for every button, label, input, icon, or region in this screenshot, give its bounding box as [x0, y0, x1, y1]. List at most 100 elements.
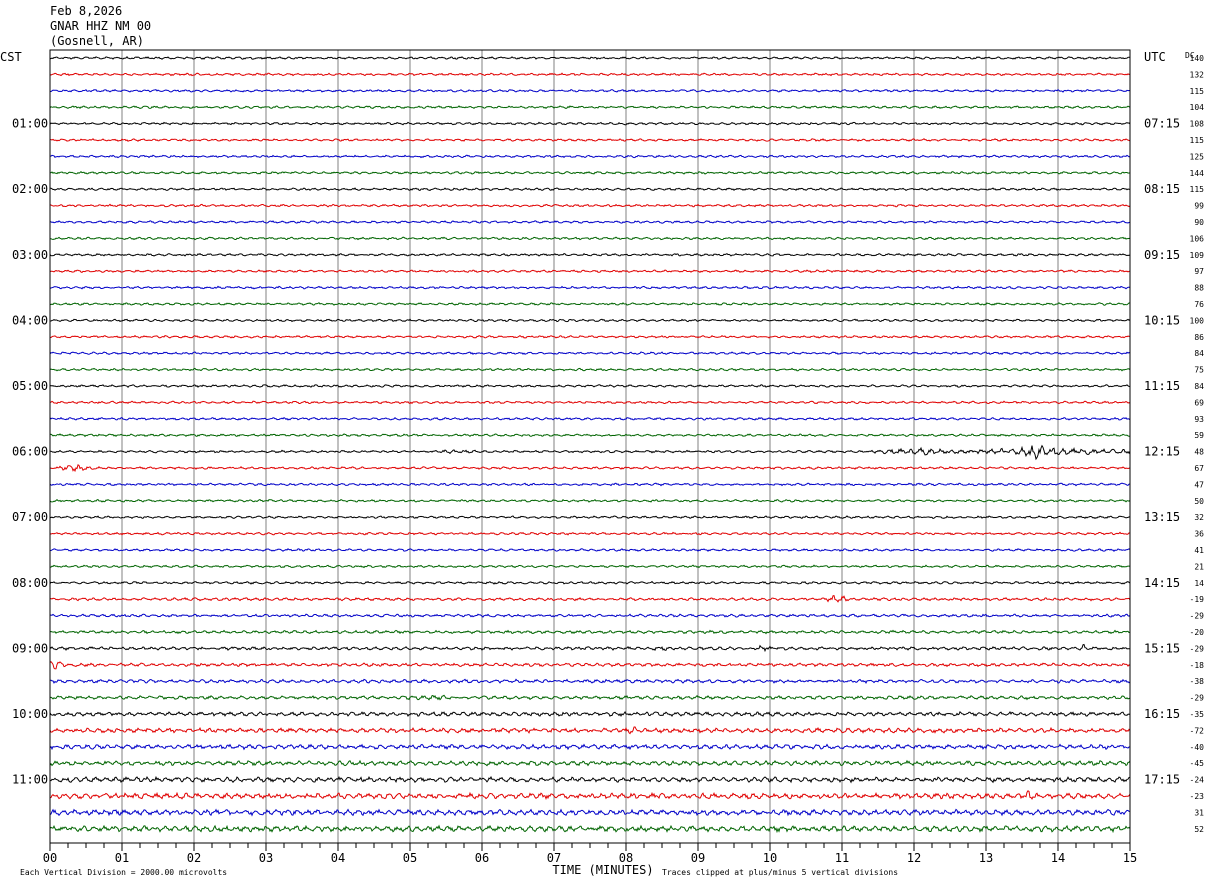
x-tick-label: 06 [475, 851, 489, 865]
dc-offset-label: 90 [1194, 218, 1204, 227]
dc-offset-label: -38 [1190, 677, 1205, 686]
seismic-trace-row [50, 138, 1131, 142]
seismic-trace-row [49, 660, 1131, 670]
seismic-trace-row [49, 89, 1131, 93]
dc-offset-label: 97 [1194, 267, 1204, 276]
dc-offset-label: 67 [1194, 464, 1204, 473]
dc-offset-label: 36 [1194, 530, 1204, 539]
seismic-trace-row [49, 384, 1131, 388]
seismic-trace-row [49, 56, 1131, 60]
seismic-trace-row [49, 367, 1131, 372]
dc-offset-label: -19 [1190, 595, 1205, 604]
dc-offset-label: 93 [1194, 415, 1204, 424]
seismic-trace-row [49, 318, 1131, 323]
seismic-trace-row [49, 548, 1131, 552]
seismic-trace-row [49, 629, 1131, 635]
x-tick-label: 02 [187, 851, 201, 865]
x-tick-label: 00 [43, 851, 57, 865]
seismic-trace-row [49, 121, 1131, 126]
dc-offset-label: 52 [1194, 825, 1204, 834]
seismic-trace-row [49, 775, 1131, 784]
x-tick-label: 03 [259, 851, 273, 865]
utc-hour-label: 08:15 [1144, 182, 1180, 196]
seismic-trace-row [49, 302, 1131, 306]
dc-header: DC [1185, 51, 1195, 60]
seismic-trace-row [49, 678, 1131, 684]
station-location: (Gosnell, AR) [50, 34, 144, 48]
seismic-trace-row [49, 236, 1131, 241]
seismic-trace-row [49, 498, 1131, 503]
seismic-trace-row [49, 743, 1131, 751]
dc-offset-label: 106 [1190, 234, 1205, 243]
dc-offset-label: 88 [1194, 284, 1204, 293]
seismic-trace-row [49, 400, 1131, 405]
seismic-trace-row [49, 759, 1131, 767]
seismic-trace-row [50, 464, 1131, 473]
right-timezone-label: UTC [1144, 50, 1166, 64]
dc-offset-label: 125 [1190, 152, 1205, 161]
seismic-trace-row [49, 595, 1131, 603]
dc-offset-label: 69 [1194, 398, 1204, 407]
dc-offset-label: 14 [1194, 579, 1204, 588]
cst-hour-label: 09:00 [12, 641, 48, 655]
seismic-trace-row [49, 334, 1131, 339]
cst-hour-label: 07:00 [12, 510, 48, 524]
dc-offset-label: -29 [1190, 644, 1205, 653]
seismic-trace-row [50, 154, 1131, 159]
seismic-trace-row [49, 726, 1131, 735]
plot-frame [49, 49, 1131, 844]
seismic-traces [49, 56, 1131, 834]
seismic-trace-row [49, 253, 1131, 257]
seismic-trace-row [49, 824, 1131, 834]
dc-offset-label: -29 [1190, 612, 1205, 621]
x-tick-label: 04 [331, 851, 345, 865]
dc-offset-label: -23 [1190, 792, 1205, 801]
dc-offset-label: 31 [1194, 808, 1204, 817]
x-tick-label: 08 [619, 851, 633, 865]
dc-offset-label: 132 [1190, 70, 1205, 79]
seismic-trace-row [49, 694, 1131, 701]
seismic-trace-row [49, 482, 1131, 487]
dc-offset-label: 32 [1194, 513, 1204, 522]
utc-hour-label: 12:15 [1144, 445, 1180, 459]
seismic-trace-row [49, 416, 1131, 421]
utc-hour-label: 15:15 [1144, 641, 1180, 655]
dc-offset-label: 115 [1190, 136, 1205, 145]
dc-offset-label: 47 [1194, 480, 1204, 489]
x-tick-label: 01 [115, 851, 129, 865]
dc-offset-label: -45 [1190, 759, 1205, 768]
dc-offset-label: -40 [1190, 743, 1205, 752]
dc-offset-label: 109 [1190, 251, 1205, 260]
dc-offset-label: -35 [1190, 710, 1205, 719]
dc-offset-label: 84 [1194, 382, 1204, 391]
dc-offset-label: 86 [1194, 333, 1204, 342]
dc-offset-label: 115 [1190, 87, 1205, 96]
seismic-trace-row [49, 580, 1131, 585]
seismic-trace-row [49, 269, 1131, 274]
cst-hour-label: 04:00 [12, 313, 48, 327]
dc-offset-label: 108 [1190, 120, 1205, 129]
dc-offset-label: 41 [1194, 546, 1204, 555]
utc-hour-label: 13:15 [1144, 510, 1180, 524]
x-tick-label: 11 [835, 851, 849, 865]
dc-offset-label: 104 [1190, 103, 1205, 112]
dc-offset-label: 48 [1194, 448, 1204, 457]
axis-labels: 00 01 02 03 04 05 06 07 08 09 10 11 12 13 14 15 CST UTC DC… [0, 50, 1204, 877]
cst-hour-label: 11:00 [12, 773, 48, 787]
seismic-trace-row [50, 170, 1130, 175]
x-axis-title: TIME (MINUTES) [552, 863, 653, 877]
seismic-trace-row [49, 710, 1131, 718]
utc-hour-label: 09:15 [1144, 248, 1180, 262]
dc-offset-label: 21 [1194, 562, 1204, 571]
utc-hour-label: 16:15 [1144, 707, 1180, 721]
dc-offset-label: 100 [1190, 316, 1205, 325]
x-tick-label: 07 [547, 851, 561, 865]
cst-hour-label: 06:00 [12, 445, 48, 459]
seismic-trace-row [49, 72, 1131, 77]
cst-hour-label: 01:00 [12, 117, 48, 131]
seismic-trace-row [50, 564, 1131, 569]
seismic-trace-row [49, 643, 1131, 653]
seismic-trace-row [49, 433, 1131, 438]
x-tick-label: 05 [403, 851, 417, 865]
cst-hour-label: 08:00 [12, 576, 48, 590]
